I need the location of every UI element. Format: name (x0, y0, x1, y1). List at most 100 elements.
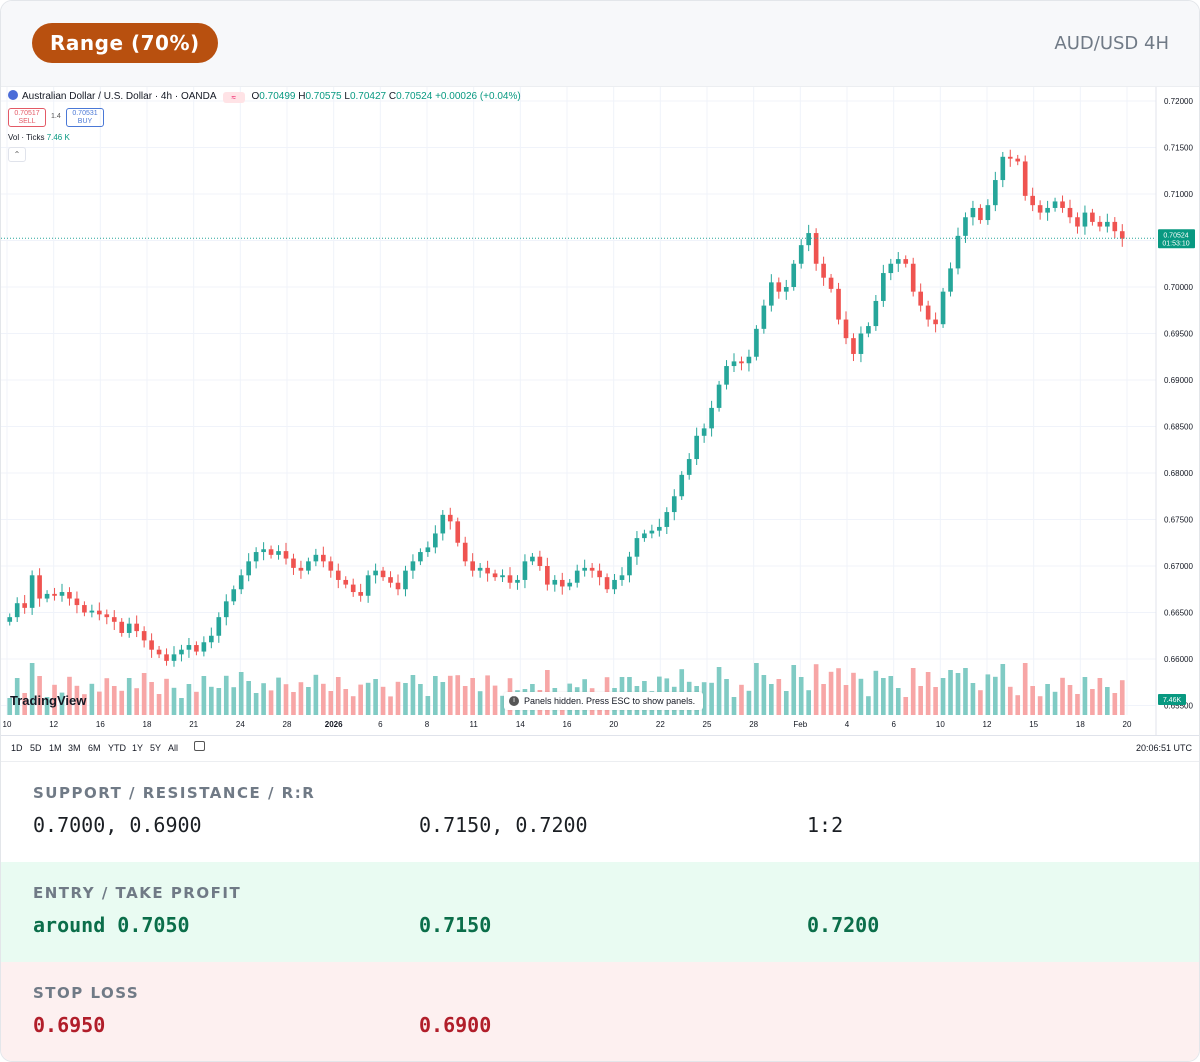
volume-bar (895, 688, 901, 715)
volume-bar (477, 691, 483, 715)
time-axis-label: 18 (1076, 720, 1085, 729)
candle-body (851, 338, 856, 354)
candle-body (515, 579, 520, 583)
volume-bar (29, 663, 35, 715)
time-axis-label: 8 (425, 720, 430, 729)
volume-bar (821, 684, 826, 715)
volume-bar (1030, 686, 1035, 715)
volume-bar (67, 676, 72, 715)
candle-body (343, 579, 349, 585)
timeframe-3m[interactable]: 3M (68, 743, 81, 753)
candle-body (268, 549, 274, 555)
entry-take-profit-title: ENTRY / TAKE PROFIT (33, 884, 242, 902)
time-axis-label: Feb (793, 720, 807, 729)
timeframe-all[interactable]: All (168, 743, 179, 753)
volume-bar (940, 678, 946, 715)
collapse-legend-button[interactable]: ⌃ (8, 147, 26, 162)
volume-bar (754, 663, 759, 715)
timeframe-1y[interactable]: 1Y (132, 743, 144, 753)
candle-body (769, 282, 774, 306)
volume-bar (231, 687, 237, 715)
volume-bar (492, 685, 498, 715)
candlestick-chart[interactable]: 0.720000.715000.710000.705000.700000.695… (1, 87, 1199, 735)
candle-body (701, 428, 707, 436)
candle-body (1037, 205, 1043, 213)
candle-body (477, 567, 483, 571)
chart-bottom-toolbar: 1D 5D 1M 3M 6M YTD 1Y 5Y All 20:06:51 UT… (1, 735, 1199, 760)
volume-bar (1015, 695, 1021, 715)
volume-bar (134, 688, 139, 715)
candle-body (963, 217, 968, 236)
sell-button[interactable]: 0.70517 SELL (8, 108, 46, 127)
volume-bar (843, 685, 849, 715)
candle-body (985, 205, 991, 221)
candle-body (709, 407, 714, 429)
volume-bar (798, 677, 804, 715)
volume-bar (410, 675, 416, 715)
candle-body (238, 575, 244, 590)
candle-body (843, 319, 849, 339)
timeframe-ytd[interactable]: YTD (108, 743, 126, 753)
time-axis-label: 6 (378, 720, 383, 729)
timeframe-5d[interactable]: 5D (30, 743, 42, 753)
candle-body (970, 207, 976, 218)
candle-body (642, 533, 647, 539)
chart-legend: Australian Dollar / U.S. Dollar · 4h · O… (8, 90, 521, 103)
stop-loss-title: STOP LOSS (33, 984, 140, 1002)
high-value: 0.70575 (305, 91, 342, 102)
time-axis-label: 20 (1123, 720, 1132, 729)
candle-body (97, 610, 102, 615)
time-axis-label: 11 (470, 720, 479, 729)
support-resistance-title: SUPPORT / RESISTANCE / R:R (33, 784, 316, 802)
candle-body (455, 521, 461, 543)
timeframe-1m[interactable]: 1M (49, 743, 62, 753)
volume-bar (141, 673, 147, 715)
volume-bar (246, 681, 251, 715)
buy-button[interactable]: 0.70531 BUY (66, 108, 104, 127)
candle-body (1090, 212, 1095, 222)
timeframe-6m[interactable]: 6M (88, 743, 101, 753)
volume-bar (164, 678, 169, 715)
volume-bar (403, 683, 408, 715)
price-chart[interactable]: 0.720000.715000.710000.705000.700000.695… (1, 87, 1199, 759)
chevron-up-icon: ⌃ (13, 150, 21, 159)
candle-body (321, 554, 326, 562)
candle-body (261, 549, 266, 553)
candle-body (141, 631, 147, 641)
timeframe-1d[interactable]: 1D (11, 743, 23, 753)
candle-body (111, 617, 117, 622)
volume-bar (447, 675, 453, 715)
candle-body (500, 575, 505, 578)
volume-bar (171, 687, 177, 715)
candle-body (216, 617, 222, 636)
timeframe-5y[interactable]: 5Y (150, 743, 162, 753)
candle-body (530, 556, 535, 562)
take-profit-2: 0.7200 (807, 913, 880, 937)
risk-reward: 1:2 (807, 813, 844, 837)
volume-bar (470, 678, 475, 715)
candle-body (724, 366, 729, 385)
price-axis-label: 0.69500 (1164, 330, 1193, 339)
candle-body (209, 635, 214, 643)
candle-body (895, 259, 901, 264)
candle-body (776, 282, 782, 292)
candle-body (350, 584, 356, 593)
indicator-toggle-icon[interactable]: ≈ (222, 92, 245, 103)
volume-bar (380, 686, 386, 715)
calendar-icon[interactable] (194, 741, 205, 751)
volume-bar (104, 678, 110, 715)
utc-clock: 20:06:51 UTC (1135, 743, 1192, 753)
price-axis-label: 0.66000 (1164, 655, 1193, 664)
volume-bar (418, 684, 423, 715)
volume-bar (836, 668, 841, 715)
candle-body (537, 556, 543, 566)
volume-bar (963, 668, 968, 715)
close-value: 0.70524 (396, 91, 433, 102)
candle-body (671, 496, 677, 513)
time-axis-label: 20 (609, 720, 618, 729)
price-axis-label: 0.72000 (1164, 97, 1193, 106)
time-axis-label: 28 (283, 720, 292, 729)
candle-body (1022, 161, 1028, 196)
candle-body (164, 654, 169, 661)
